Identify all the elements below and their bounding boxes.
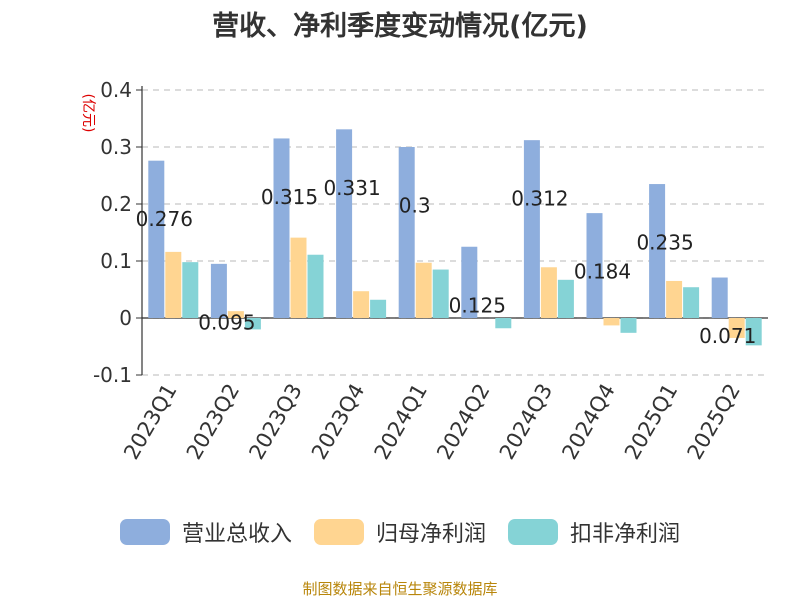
bar-deducted-profit <box>495 318 512 329</box>
bar-deducted-profit <box>307 254 324 318</box>
bar-net-profit <box>666 280 683 318</box>
legend-label-revenue: 营业总收入 <box>181 522 292 547</box>
data-label: 0.3 <box>399 194 431 218</box>
bar-deducted-profit <box>182 262 199 318</box>
bar-net-profit <box>728 318 745 338</box>
x-tick-label: 2025Q2 <box>683 380 745 464</box>
x-tick-label: 2024Q1 <box>370 380 432 464</box>
legend-label-net-profit: 归母净利润 <box>375 522 486 547</box>
data-label: 0.276 <box>136 207 193 231</box>
legend-swatch-net-profit <box>313 519 364 545</box>
y-tick-label: 0.1 <box>100 249 132 273</box>
bar-net-profit <box>290 237 307 318</box>
legend-item-revenue[interactable]: 营业总收入 <box>119 516 292 548</box>
bar-net-profit <box>415 262 432 318</box>
data-label: 0.125 <box>449 293 506 317</box>
data-label: 0.095 <box>198 310 255 334</box>
data-label: 0.312 <box>511 187 568 211</box>
y-tick-label: -0.1 <box>93 363 132 387</box>
legend-item-deducted-profit[interactable]: 扣非净利润 <box>508 516 680 548</box>
bar-deducted-profit <box>557 279 574 318</box>
x-tick-label: 2025Q1 <box>620 380 682 464</box>
bar-deducted-profit <box>683 287 700 318</box>
bar-net-profit <box>603 318 620 326</box>
legend-label-deducted-profit: 扣非净利润 <box>570 522 681 547</box>
legend-swatch-revenue <box>119 519 170 545</box>
bar-revenue <box>586 213 603 318</box>
bar-revenue <box>148 160 165 318</box>
data-label: 0.331 <box>323 176 380 200</box>
y-tick-label: 0.2 <box>100 192 132 216</box>
bar-net-profit <box>540 267 557 318</box>
y-tick-label: 0 <box>119 306 132 330</box>
bar-revenue <box>336 129 353 318</box>
x-tick-label: 2023Q2 <box>182 380 244 464</box>
bar-revenue <box>398 147 415 318</box>
bar-deducted-profit <box>745 318 762 346</box>
data-label: 0.071 <box>699 324 756 348</box>
bar-revenue <box>649 184 666 318</box>
y-tick-label: 0.4 <box>100 78 132 102</box>
data-label: 0.184 <box>574 260 631 284</box>
bar-deducted-profit <box>620 318 637 333</box>
x-tick-label: 2024Q4 <box>557 380 619 464</box>
bar-revenue <box>523 140 540 318</box>
bar-net-profit <box>353 291 370 318</box>
data-label: 0.315 <box>261 185 318 209</box>
legend: 营业总收入 归母净利润 扣非净利润 <box>0 516 800 548</box>
bar-net-profit <box>165 251 182 318</box>
y-tick-label: 0.3 <box>100 135 132 159</box>
x-tick-label: 2023Q1 <box>119 380 181 464</box>
bar-revenue <box>273 138 290 318</box>
legend-item-net-profit[interactable]: 归母净利润 <box>313 516 486 548</box>
x-tick-label: 2024Q3 <box>495 380 557 464</box>
y-unit-label: (亿元) <box>80 94 96 133</box>
data-label: 0.235 <box>636 231 693 255</box>
x-tick-label: 2023Q3 <box>244 380 306 464</box>
bar-net-profit <box>227 311 244 318</box>
x-tick-label: 2024Q2 <box>432 380 494 464</box>
source-note: 制图数据来自恒生聚源数据库 <box>302 580 498 598</box>
chart-title: 营收、净利季度变动情况(亿元) <box>212 11 588 42</box>
bar-revenue <box>711 277 728 318</box>
bar-revenue <box>210 263 227 318</box>
bar-deducted-profit <box>244 318 261 330</box>
bar-revenue <box>461 246 478 318</box>
legend-swatch-deducted-profit <box>508 519 558 545</box>
bar-deducted-profit <box>432 269 449 318</box>
x-tick-label: 2023Q4 <box>307 380 369 464</box>
bar-deducted-profit <box>370 299 387 318</box>
